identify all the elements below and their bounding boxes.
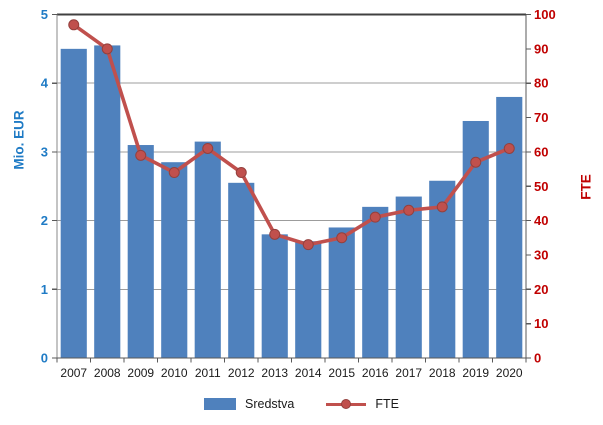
x-axis-label: 2019 <box>462 366 489 380</box>
bar-2010 <box>161 162 188 358</box>
x-axis-label: 2007 <box>60 366 87 380</box>
x-axis-label: 2010 <box>161 366 188 380</box>
left-tick-label: 4 <box>41 76 49 91</box>
legend-line-swatch-icon <box>326 398 367 410</box>
bar-2011 <box>194 141 221 358</box>
x-axis-label: 2009 <box>127 366 154 380</box>
bar-2009 <box>127 145 154 358</box>
fte-marker-2019 <box>470 156 482 168</box>
fte-marker-2008 <box>101 43 113 55</box>
right-tick-label: 50 <box>534 179 548 194</box>
fte-marker-2014 <box>302 239 314 251</box>
fte-marker-2010 <box>168 167 180 179</box>
fte-marker-2013 <box>269 228 281 240</box>
right-tick-label: 70 <box>534 110 548 125</box>
fte-line <box>71 23 512 247</box>
bar-2008 <box>94 45 121 358</box>
bar-2013 <box>261 234 288 358</box>
fte-marker-2017 <box>403 204 415 216</box>
right-tick-label: 0 <box>534 351 541 366</box>
x-axis-label: 2008 <box>94 366 121 380</box>
left-tick-label: 3 <box>41 144 48 159</box>
fte-marker-2009 <box>135 149 147 161</box>
right-tick-label: 20 <box>534 282 548 297</box>
right-axis-title: FTE <box>578 174 594 200</box>
legend-label-fte: FTE <box>375 397 399 411</box>
fte-marker-2018 <box>436 201 448 213</box>
x-axis-label: 2012 <box>228 366 255 380</box>
x-axis-label: 2020 <box>496 366 523 380</box>
fte-marker-2015 <box>336 232 348 244</box>
left-tick-label: 0 <box>41 351 48 366</box>
bar-2017 <box>395 196 422 358</box>
bar-2012 <box>228 182 255 358</box>
x-axis-label: 2016 <box>362 366 389 380</box>
right-tick-label: 100 <box>534 7 556 22</box>
bar-2016 <box>362 206 389 358</box>
x-axis-label: 2013 <box>261 366 288 380</box>
x-axis-label: 2017 <box>395 366 422 380</box>
left-axis-title: Mio. EUR <box>11 110 27 170</box>
right-tick-label: 10 <box>534 316 548 331</box>
x-axis-label: 2014 <box>295 366 322 380</box>
bar-2007 <box>60 48 87 358</box>
bar-2020 <box>496 96 523 358</box>
right-tick-label: 90 <box>534 41 548 56</box>
fte-marker-2020 <box>503 142 515 154</box>
fte-marker-2016 <box>369 211 381 223</box>
right-tick-label: 80 <box>534 76 548 91</box>
fte-marker-2007 <box>68 19 80 31</box>
x-axis-label: 2011 <box>195 366 221 380</box>
fte-marker-2012 <box>235 167 247 179</box>
x-axis-label: 2015 <box>328 366 355 380</box>
right-tick-label: 40 <box>534 213 548 228</box>
right-tick-label: 30 <box>534 247 548 262</box>
legend: Sredstva FTE <box>0 393 603 415</box>
legend-label-sredstva: Sredstva <box>245 397 295 411</box>
bar-2014 <box>295 241 322 358</box>
left-tick-label: 2 <box>41 213 48 228</box>
left-tick-label: 1 <box>41 282 48 297</box>
left-tick-label: 5 <box>41 7 48 22</box>
bar-2015 <box>328 227 355 358</box>
legend-bar-swatch-icon <box>204 398 237 410</box>
x-axis-label: 2018 <box>429 366 456 380</box>
right-tick-label: 60 <box>534 144 548 159</box>
fte-marker-2011 <box>202 142 214 154</box>
